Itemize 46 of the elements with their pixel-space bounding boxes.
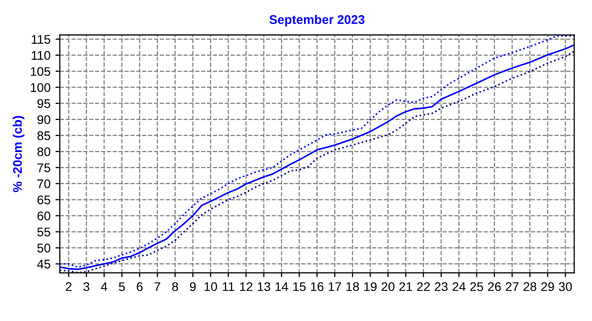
y-tick-label: 60 [37,212,50,220]
x-tick-label: 5 [118,282,125,292]
x-tick-label: 2 [66,282,72,291]
y-tick-label: 110 [32,51,50,60]
x-tick-label: 7 [154,282,160,291]
x-tick-label: 14 [276,282,288,291]
x-tick-label: 26 [488,282,501,292]
x-tick-label: 18 [346,282,359,292]
y-tick-label: 55 [37,228,50,236]
x-tick-label: 3 [83,282,90,292]
y-tick-label: 90 [37,115,50,124]
x-tick-label: 24 [452,282,466,291]
y-tick-label: 75 [38,163,50,172]
x-tick-label: 19 [364,282,377,292]
x-tick-label: 21 [399,282,412,291]
x-tick-label: 28 [524,282,536,292]
x-tick-label: 29 [541,282,554,292]
y-tick-label: 50 [37,244,50,252]
x-tick-label: 27 [506,282,518,291]
x-tick-label: 8 [172,282,178,292]
y-tick-label: 85 [37,131,50,140]
x-tick-label: 10 [204,282,218,292]
x-tick-label: 11 [222,282,234,291]
x-tick-label: 20 [382,282,394,292]
x-tick-label: 16 [311,282,324,292]
x-tick-label: 25 [470,282,484,292]
x-tick-label: 15 [293,282,306,292]
x-tick-label: 9 [190,282,196,292]
x-tick-label: 13 [258,282,270,292]
x-tick-label: 6 [136,282,143,292]
y-tick-label: 105 [30,67,50,76]
x-tick-label: 12 [240,282,252,291]
x-tick-label: 17 [328,282,342,291]
x-tick-label: 30 [558,282,572,292]
x-tick-label: 23 [434,282,448,292]
y-tick-label: 70 [38,179,50,188]
y-tick-label: 115 [32,35,50,44]
y-tick-label: 95 [37,99,50,108]
chart-title: September 2023 [269,14,365,26]
y-tick-label: 100 [30,83,50,92]
x-tick-label: 4 [100,282,108,291]
x-tick-label: 22 [417,282,430,291]
y-tick-label: 80 [37,147,50,156]
y-axis-title: % -20cm (cb) [12,116,24,192]
y-tick-label: 45 [37,260,50,269]
y-tick-label: 65 [37,195,50,204]
